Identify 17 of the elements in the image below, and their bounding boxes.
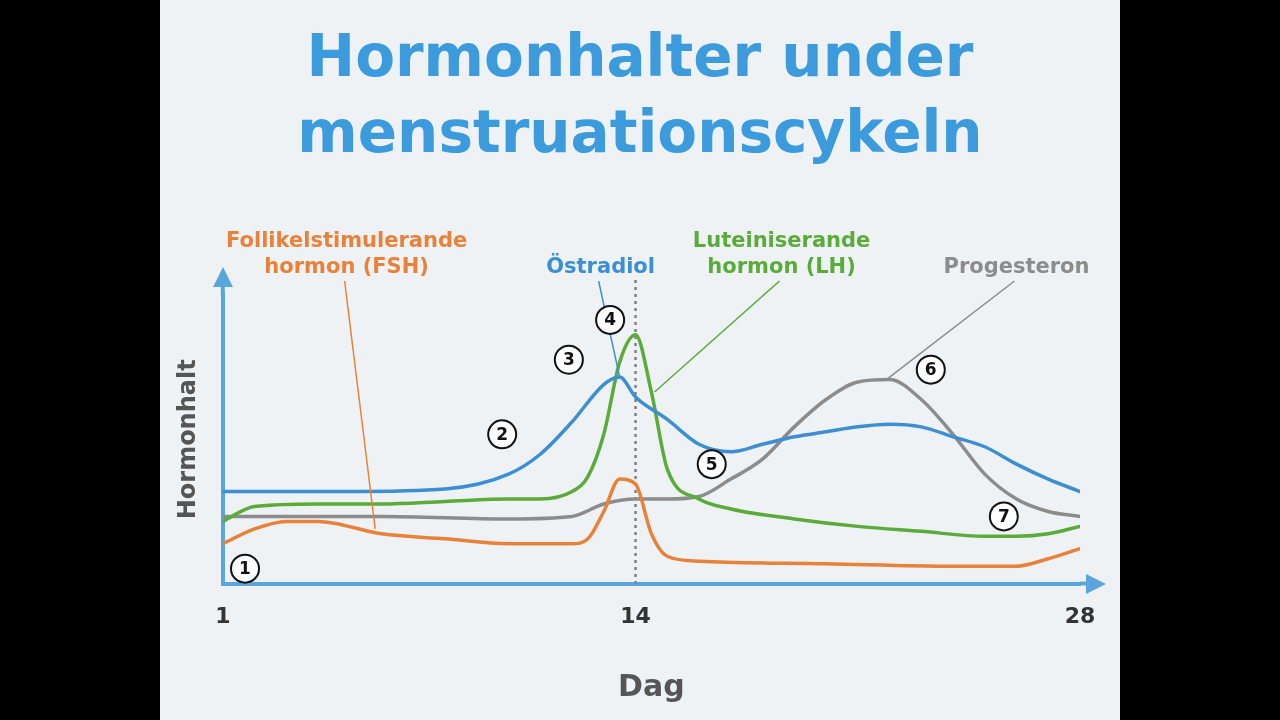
text: Follikelstimulerande hormon (FSH) [226,228,468,278]
chart-title: Hormonhalter under menstruationscykeln [296,21,984,168]
text: Östradiol [546,253,655,278]
y-axis-title: Hormonhalt [172,359,201,520]
annotation: 3 [562,349,575,370]
annotation: 2 [496,423,509,444]
annotation: 5 [705,453,718,474]
text: Luteiniserande hormon (LH) [692,228,871,278]
x-tick-label: 28 [1064,602,1096,628]
x-axis-title: Dag [618,667,685,703]
x-tick-label: 1 [215,602,231,628]
annotation: 1 [239,558,251,579]
annotation: 4 [604,309,617,330]
annotation: 7 [997,505,1010,526]
text: Progesteron [943,254,1090,278]
annotation: 6 [924,359,937,380]
x-tick-label: 14 [620,602,651,628]
